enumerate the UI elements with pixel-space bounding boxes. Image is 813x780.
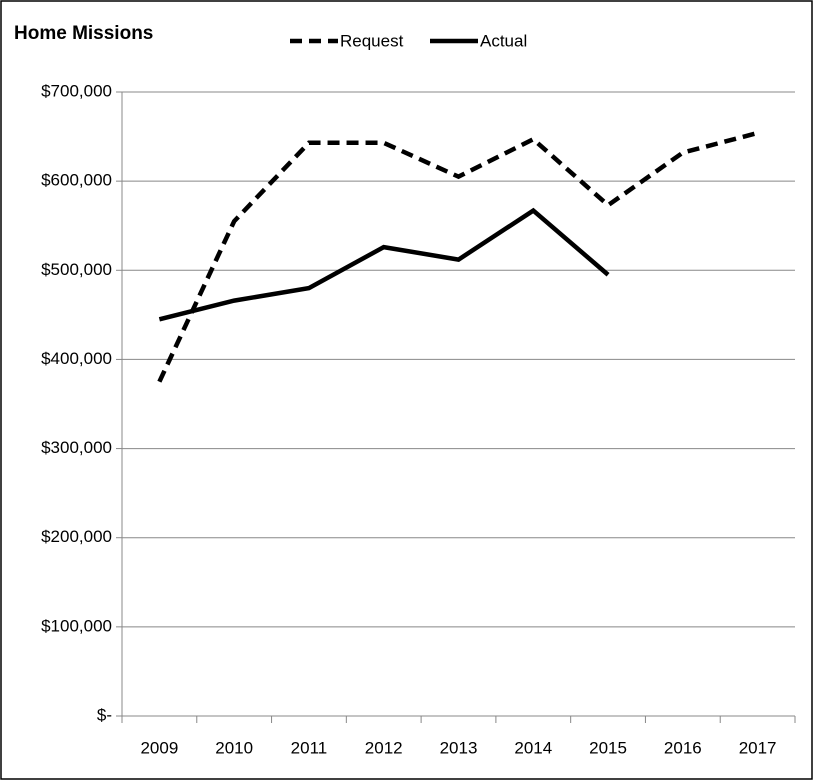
y-tick-label: $100,000 xyxy=(41,616,112,635)
y-tick-label: $- xyxy=(97,705,112,724)
y-tick-label: $600,000 xyxy=(41,171,112,190)
x-tick-label: 2011 xyxy=(291,738,328,757)
y-tick-label: $200,000 xyxy=(41,527,112,546)
y-tick-label: $500,000 xyxy=(41,260,112,279)
legend-label: Request xyxy=(340,31,404,50)
x-tick-label: 2013 xyxy=(440,738,478,757)
line-series xyxy=(157,130,759,383)
x-tick-label: 2015 xyxy=(589,738,627,757)
x-tick-label: 2012 xyxy=(365,738,403,757)
y-tick-label: $400,000 xyxy=(41,349,112,368)
x-tick-label: 2009 xyxy=(140,738,178,757)
y-tick-label: $700,000 xyxy=(41,81,112,100)
line-series xyxy=(158,207,610,322)
legend-label: Actual xyxy=(480,31,527,50)
x-tick-label: 2014 xyxy=(514,738,552,757)
chart-title: Home Missions xyxy=(14,23,153,44)
x-tick-label: 2010 xyxy=(215,738,253,757)
y-tick-label: $300,000 xyxy=(41,438,112,457)
x-tick-label: 2016 xyxy=(664,738,702,757)
x-tick-label: 2017 xyxy=(739,738,777,757)
